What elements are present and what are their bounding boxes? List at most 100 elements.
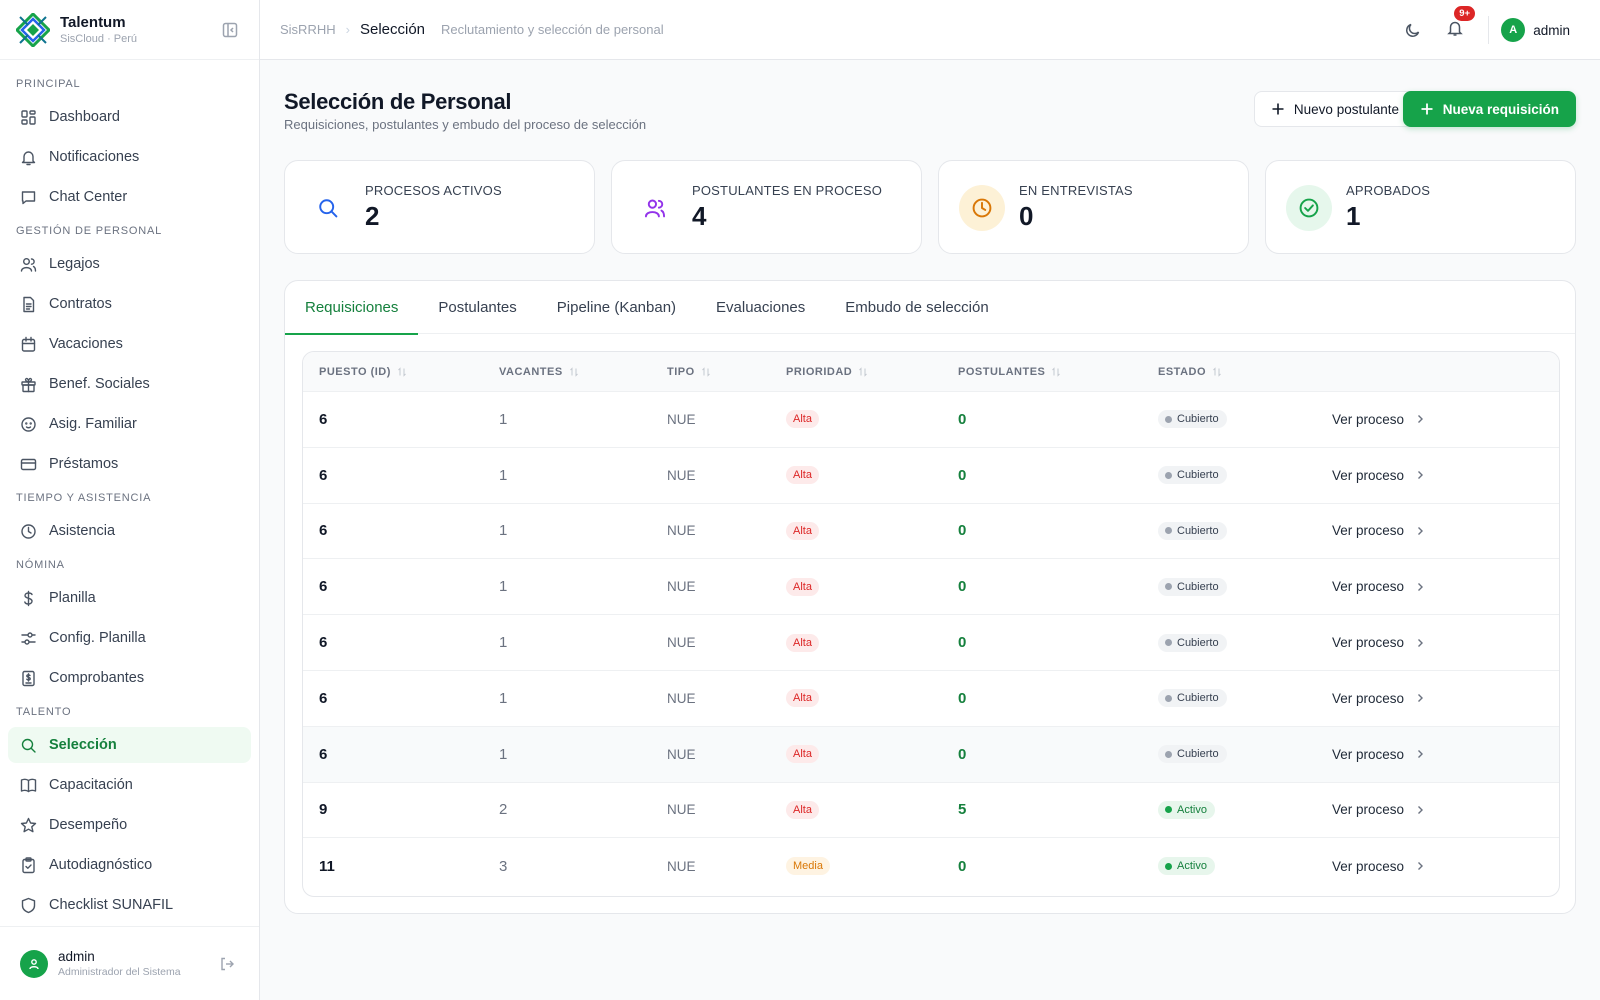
- sidebar-item-label: Checklist SUNAFIL: [49, 897, 174, 913]
- view-process-link[interactable]: Ver proceso: [1332, 559, 1426, 614]
- view-process-label: Ver proceso: [1332, 411, 1405, 427]
- table-row[interactable]: 9 2 NUE Alta 5 Activo Ver proceso: [303, 783, 1559, 839]
- cell-puesto: 6: [319, 410, 328, 428]
- sidebar-item-notificaciones[interactable]: Notificaciones: [8, 139, 251, 175]
- view-process-link[interactable]: Ver proceso: [1332, 504, 1426, 559]
- view-process-link[interactable]: Ver proceso: [1332, 783, 1426, 838]
- new-requisition-button[interactable]: Nueva requisición: [1402, 91, 1576, 127]
- cell-vacantes: 3: [499, 857, 508, 875]
- new-applicant-label: Nuevo postulante: [1293, 101, 1399, 117]
- sidebar-item-label: Autodiagnóstico: [49, 857, 153, 873]
- sidebar-item-contratos[interactable]: Contratos: [8, 286, 251, 322]
- status-dot: [1165, 862, 1172, 870]
- sidebar-item-planilla[interactable]: Planilla: [8, 580, 251, 616]
- sidebar-item-benef-sociales[interactable]: Benef. Sociales: [8, 366, 251, 402]
- footer-user-role: Administrador del Sistema: [58, 966, 181, 978]
- view-process-link[interactable]: Ver proceso: [1332, 448, 1426, 503]
- header-puesto[interactable]: PUESTO (ID): [319, 366, 407, 378]
- table-row[interactable]: 6 1 NUE Alta 0 Cubierto Ver proceso: [303, 726, 1559, 783]
- dashboard-icon: [21, 109, 36, 125]
- sidebar-item-dashboard[interactable]: Dashboard: [8, 99, 251, 135]
- tab-requisiciones[interactable]: Requisiciones: [284, 281, 419, 335]
- header-estado-label: ESTADO: [1158, 366, 1207, 378]
- table-row[interactable]: 6 1 NUE Alta 0 Cubierto Ver proceso: [303, 615, 1559, 671]
- cell-puesto: 6: [319, 578, 328, 596]
- table-row[interactable]: 6 1 NUE Alta 0 Cubierto Ver proceso: [303, 392, 1559, 448]
- sidebar-item-label: Comprobantes: [49, 670, 145, 686]
- clock-icon: [972, 198, 992, 218]
- sidebar-item-config-planilla[interactable]: Config. Planilla: [8, 620, 251, 656]
- view-process-link[interactable]: Ver proceso: [1332, 838, 1426, 894]
- header-tipo[interactable]: TIPO: [667, 366, 711, 378]
- header-estado[interactable]: ESTADO: [1158, 366, 1222, 378]
- sidebar-item-desempeno[interactable]: Desempeño: [8, 807, 251, 843]
- moon-icon[interactable]: [1404, 21, 1422, 39]
- avatar[interactable]: A: [1501, 18, 1526, 42]
- sidebar-item-autodiagnostico[interactable]: Autodiagnóstico: [8, 847, 251, 883]
- sort-icon: [569, 367, 578, 377]
- table-row[interactable]: 6 1 NUE Alta 0 Cubierto Ver proceso: [303, 559, 1559, 616]
- table-row[interactable]: 6 1 NUE Alta 0 Cubierto Ver proceso: [303, 448, 1559, 504]
- sidebar-item-comprobantes[interactable]: Comprobantes: [8, 660, 251, 696]
- sidebar-item-legajos[interactable]: Legajos: [8, 246, 251, 282]
- nav-section-title: NÓMINA: [16, 559, 65, 571]
- view-process-link[interactable]: Ver proceso: [1332, 615, 1426, 670]
- breadcrumb-separator: ›: [345, 22, 350, 37]
- table-row[interactable]: 6 1 NUE Alta 0 Cubierto Ver proceso: [303, 504, 1559, 560]
- cell-tipo: NUE: [667, 635, 696, 651]
- chat-icon: [21, 190, 36, 204]
- view-process-link[interactable]: Ver proceso: [1332, 727, 1426, 782]
- tab-embudo-de-seleccion[interactable]: Embudo de selección: [845, 299, 989, 316]
- sidebar-item-prestamos[interactable]: Préstamos: [8, 446, 251, 482]
- sidebar-item-asig-familiar[interactable]: Asig. Familiar: [8, 406, 251, 442]
- sidebar-item-asistencia[interactable]: Asistencia: [8, 513, 251, 549]
- tab-pipeline-kanban[interactable]: Pipeline (Kanban): [556, 299, 677, 316]
- sidebar-collapse-icon[interactable]: [221, 21, 239, 39]
- sidebar-item-vacaciones[interactable]: Vacaciones: [8, 326, 251, 362]
- clipboard-icon: [22, 856, 35, 873]
- header-puesto-label: PUESTO (ID): [319, 366, 391, 378]
- sidebar-item-seleccion[interactable]: Selección: [8, 727, 251, 763]
- tab-postulantes[interactable]: Postulantes: [438, 299, 517, 316]
- table-row[interactable]: 11 3 NUE Media 0 Activo Ver proceso: [303, 838, 1559, 894]
- chevron-right-icon: [1418, 415, 1424, 424]
- cell-prioridad: Alta: [786, 783, 819, 838]
- status-label: Cubierto: [1177, 692, 1219, 705]
- cell-tipo: NUE: [667, 858, 696, 874]
- status-label: Cubierto: [1177, 469, 1219, 482]
- breadcrumb-root[interactable]: SisRRHH: [280, 22, 336, 37]
- avatar: [20, 949, 48, 978]
- check-circle-icon: [1299, 198, 1319, 218]
- sort-icon: [859, 367, 868, 377]
- view-process-link[interactable]: Ver proceso: [1332, 392, 1426, 447]
- new-applicant-button[interactable]: Nuevo postulante: [1253, 91, 1416, 127]
- plus-icon: [1272, 103, 1284, 115]
- sidebar-item-chat-center[interactable]: Chat Center: [8, 179, 251, 215]
- status-dot: [1165, 806, 1172, 814]
- view-process-link[interactable]: Ver proceso: [1332, 671, 1426, 726]
- cell-prioridad: Alta: [786, 727, 819, 782]
- chevron-right-icon: [1418, 638, 1424, 647]
- notifications-button[interactable]: 9+: [1446, 5, 1476, 42]
- cell-postulantes: 0: [958, 857, 967, 875]
- table-row[interactable]: 6 1 NUE Alta 0 Cubierto Ver proceso: [303, 671, 1559, 727]
- talentum-logo-icon: [16, 12, 50, 47]
- sidebar-item-capacitacion[interactable]: Capacitación: [8, 767, 251, 803]
- notification-badge: 9+: [1454, 5, 1476, 21]
- header-prioridad[interactable]: PRIORIDAD: [786, 366, 868, 378]
- sidebar-user[interactable]: admin Administrador del Sistema: [0, 926, 259, 1000]
- cell-tipo: NUE: [667, 746, 696, 762]
- logout-icon[interactable]: [219, 956, 235, 972]
- tab-evaluaciones[interactable]: Evaluaciones: [716, 299, 806, 316]
- cell-estado: Cubierto: [1158, 392, 1227, 447]
- view-process-label: Ver proceso: [1332, 802, 1405, 818]
- page-header: Selección de Personal Requisiciones, pos…: [284, 60, 1576, 160]
- sidebar-item-label: Asistencia: [49, 523, 116, 539]
- sidebar-item-label: Chat Center: [49, 189, 128, 205]
- header-vacantes[interactable]: VACANTES: [499, 366, 579, 378]
- user-name[interactable]: admin: [1533, 22, 1570, 38]
- sidebar-item-checklist-sunafil[interactable]: Checklist SUNAFIL: [8, 887, 251, 923]
- bell-icon: [21, 150, 36, 165]
- header-postulantes[interactable]: POSTULANTES: [958, 366, 1061, 378]
- page-title: Selección de Personal: [284, 89, 512, 114]
